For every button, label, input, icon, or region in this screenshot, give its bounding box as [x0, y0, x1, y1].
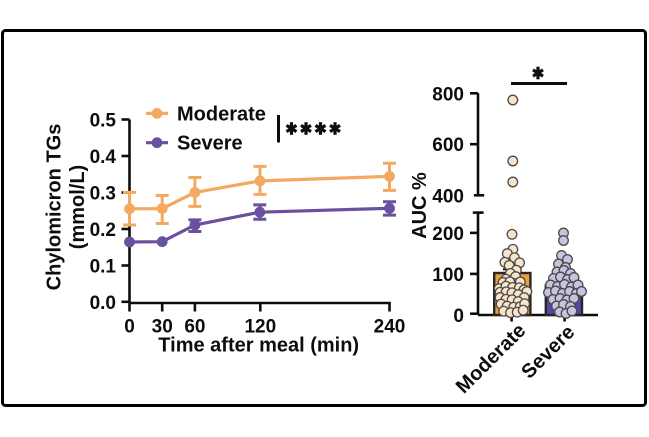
svg-text:0.2: 0.2	[90, 220, 116, 241]
svg-text:60: 60	[184, 317, 205, 338]
svg-text:AUC %: AUC %	[409, 172, 431, 239]
svg-text:Severe: Severe	[517, 321, 579, 383]
svg-text:0.5: 0.5	[90, 111, 117, 132]
svg-text:Severe: Severe	[177, 133, 243, 155]
svg-text:Moderate: Moderate	[177, 103, 266, 125]
svg-text:240: 240	[374, 317, 406, 338]
svg-text:800: 800	[432, 84, 464, 105]
svg-text:0: 0	[453, 306, 464, 327]
svg-text:0: 0	[124, 317, 135, 338]
svg-text:0.3: 0.3	[90, 184, 116, 205]
svg-text:400: 400	[432, 186, 464, 207]
svg-text:0.4: 0.4	[90, 147, 117, 168]
svg-text:100: 100	[432, 265, 464, 286]
svg-text:600: 600	[432, 135, 464, 156]
svg-text:Chylomicron TGs: Chylomicron TGs	[44, 124, 66, 291]
svg-text:Time after meal (min): Time after meal (min)	[158, 335, 359, 357]
svg-text:200: 200	[432, 224, 464, 245]
svg-text:120: 120	[244, 317, 276, 338]
svg-text:0.0: 0.0	[90, 293, 116, 314]
svg-text:(mmol/L): (mmol/L)	[67, 165, 89, 249]
svg-text:Moderate: Moderate	[452, 320, 530, 398]
svg-text:30: 30	[152, 317, 173, 338]
svg-text:0.1: 0.1	[90, 257, 117, 278]
